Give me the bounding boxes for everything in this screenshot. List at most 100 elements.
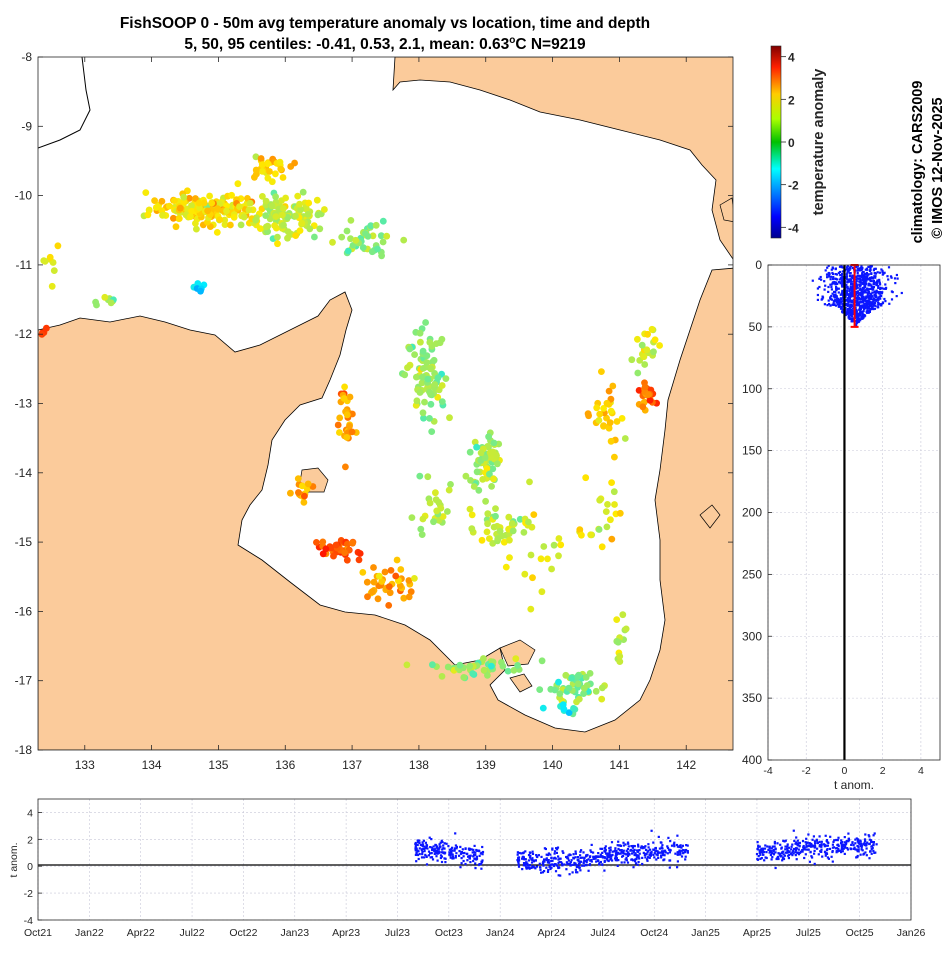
map-point — [487, 662, 495, 670]
time-series-point — [781, 857, 785, 860]
time-series-point — [768, 851, 771, 854]
depth-point — [856, 298, 859, 301]
time-series-point — [758, 845, 761, 848]
time-series-point — [606, 859, 609, 862]
depth-point — [847, 293, 851, 296]
depth-point — [879, 303, 882, 306]
time-series-point — [454, 855, 457, 858]
time-series-point — [767, 848, 770, 851]
land-island-3 — [509, 673, 533, 693]
time-series-point — [658, 847, 661, 850]
time-series-point — [625, 859, 628, 862]
time-series-point — [686, 844, 689, 847]
map-point — [521, 570, 529, 578]
time-series-point — [760, 847, 763, 850]
map-point — [462, 472, 470, 480]
map-point — [369, 232, 377, 240]
time-series-point — [599, 860, 602, 864]
time-series-point — [634, 860, 637, 863]
map-point — [54, 242, 62, 250]
time-series-point — [527, 859, 530, 862]
depth-point — [856, 319, 859, 322]
time-series-point — [686, 850, 689, 853]
time-series-point — [629, 848, 632, 852]
time-series-point — [864, 844, 868, 847]
map-point — [343, 556, 351, 564]
map-point — [618, 415, 626, 422]
map-point — [444, 508, 451, 515]
time-series-point — [433, 852, 436, 855]
map-point — [634, 369, 642, 377]
depth-point — [850, 300, 853, 303]
time-series-point — [421, 841, 424, 844]
depth-point — [868, 282, 871, 285]
map-point — [291, 159, 298, 167]
depth-point — [867, 307, 870, 310]
time-series-point — [459, 845, 462, 848]
depth-point — [835, 295, 838, 298]
map-point — [262, 197, 270, 205]
time-series-point — [813, 840, 816, 843]
time-series-point — [603, 847, 606, 850]
depth-point — [867, 288, 870, 291]
map-point — [640, 353, 648, 361]
time-series-point — [796, 851, 799, 854]
map-point — [574, 680, 582, 688]
time-series-point — [673, 844, 676, 847]
map-point — [638, 341, 646, 349]
map-point — [419, 365, 427, 372]
depth-point — [832, 282, 835, 285]
depth-point — [864, 283, 867, 286]
time-series-x-tick-label: Oct24 — [640, 927, 668, 939]
depth-point — [859, 292, 862, 295]
time-series-point — [550, 859, 553, 863]
depth-point — [875, 281, 878, 284]
time-series-y-tick-label: 0 — [27, 861, 33, 873]
map-point — [426, 499, 434, 507]
time-series-point — [662, 851, 665, 854]
map-point — [363, 578, 371, 586]
time-series-point — [663, 854, 666, 857]
time-series-point — [474, 862, 477, 865]
time-series-point — [585, 861, 588, 864]
time-series-point — [574, 856, 577, 859]
time-series-point — [782, 850, 785, 853]
map-point — [413, 397, 421, 405]
time-series-point — [814, 842, 817, 845]
depth-point — [870, 265, 873, 268]
map-y-tick-label: -10 — [15, 189, 33, 203]
depth-point — [875, 291, 878, 294]
time-series-point — [549, 867, 552, 871]
time-series-point — [551, 848, 554, 851]
depth-point — [827, 274, 830, 277]
depth-point — [847, 316, 850, 319]
depth-point — [884, 300, 887, 303]
time-series-point — [804, 853, 807, 856]
time-series-point — [555, 864, 559, 867]
map-point — [580, 690, 587, 697]
depth-point — [850, 290, 853, 293]
depth-point — [836, 299, 840, 302]
time-series-point — [543, 858, 546, 861]
time-series-point — [865, 847, 868, 850]
depth-point — [864, 307, 867, 310]
time-series-point — [806, 841, 809, 844]
time-series-point — [779, 843, 782, 846]
time-series-point — [437, 851, 441, 854]
depth-point — [856, 301, 859, 304]
map-point — [379, 217, 387, 225]
time-series-point — [609, 854, 612, 858]
time-series-point — [429, 846, 432, 849]
time-series-point — [556, 846, 560, 849]
time-series-point — [531, 866, 534, 869]
depth-point — [877, 284, 880, 288]
map-point — [520, 529, 528, 536]
depth-point — [855, 284, 858, 288]
depth-point — [861, 266, 864, 269]
depth-point — [893, 277, 897, 280]
depth-point — [832, 295, 835, 298]
map-point — [460, 674, 468, 681]
depth-point — [841, 270, 844, 273]
time-series-point — [636, 850, 639, 853]
